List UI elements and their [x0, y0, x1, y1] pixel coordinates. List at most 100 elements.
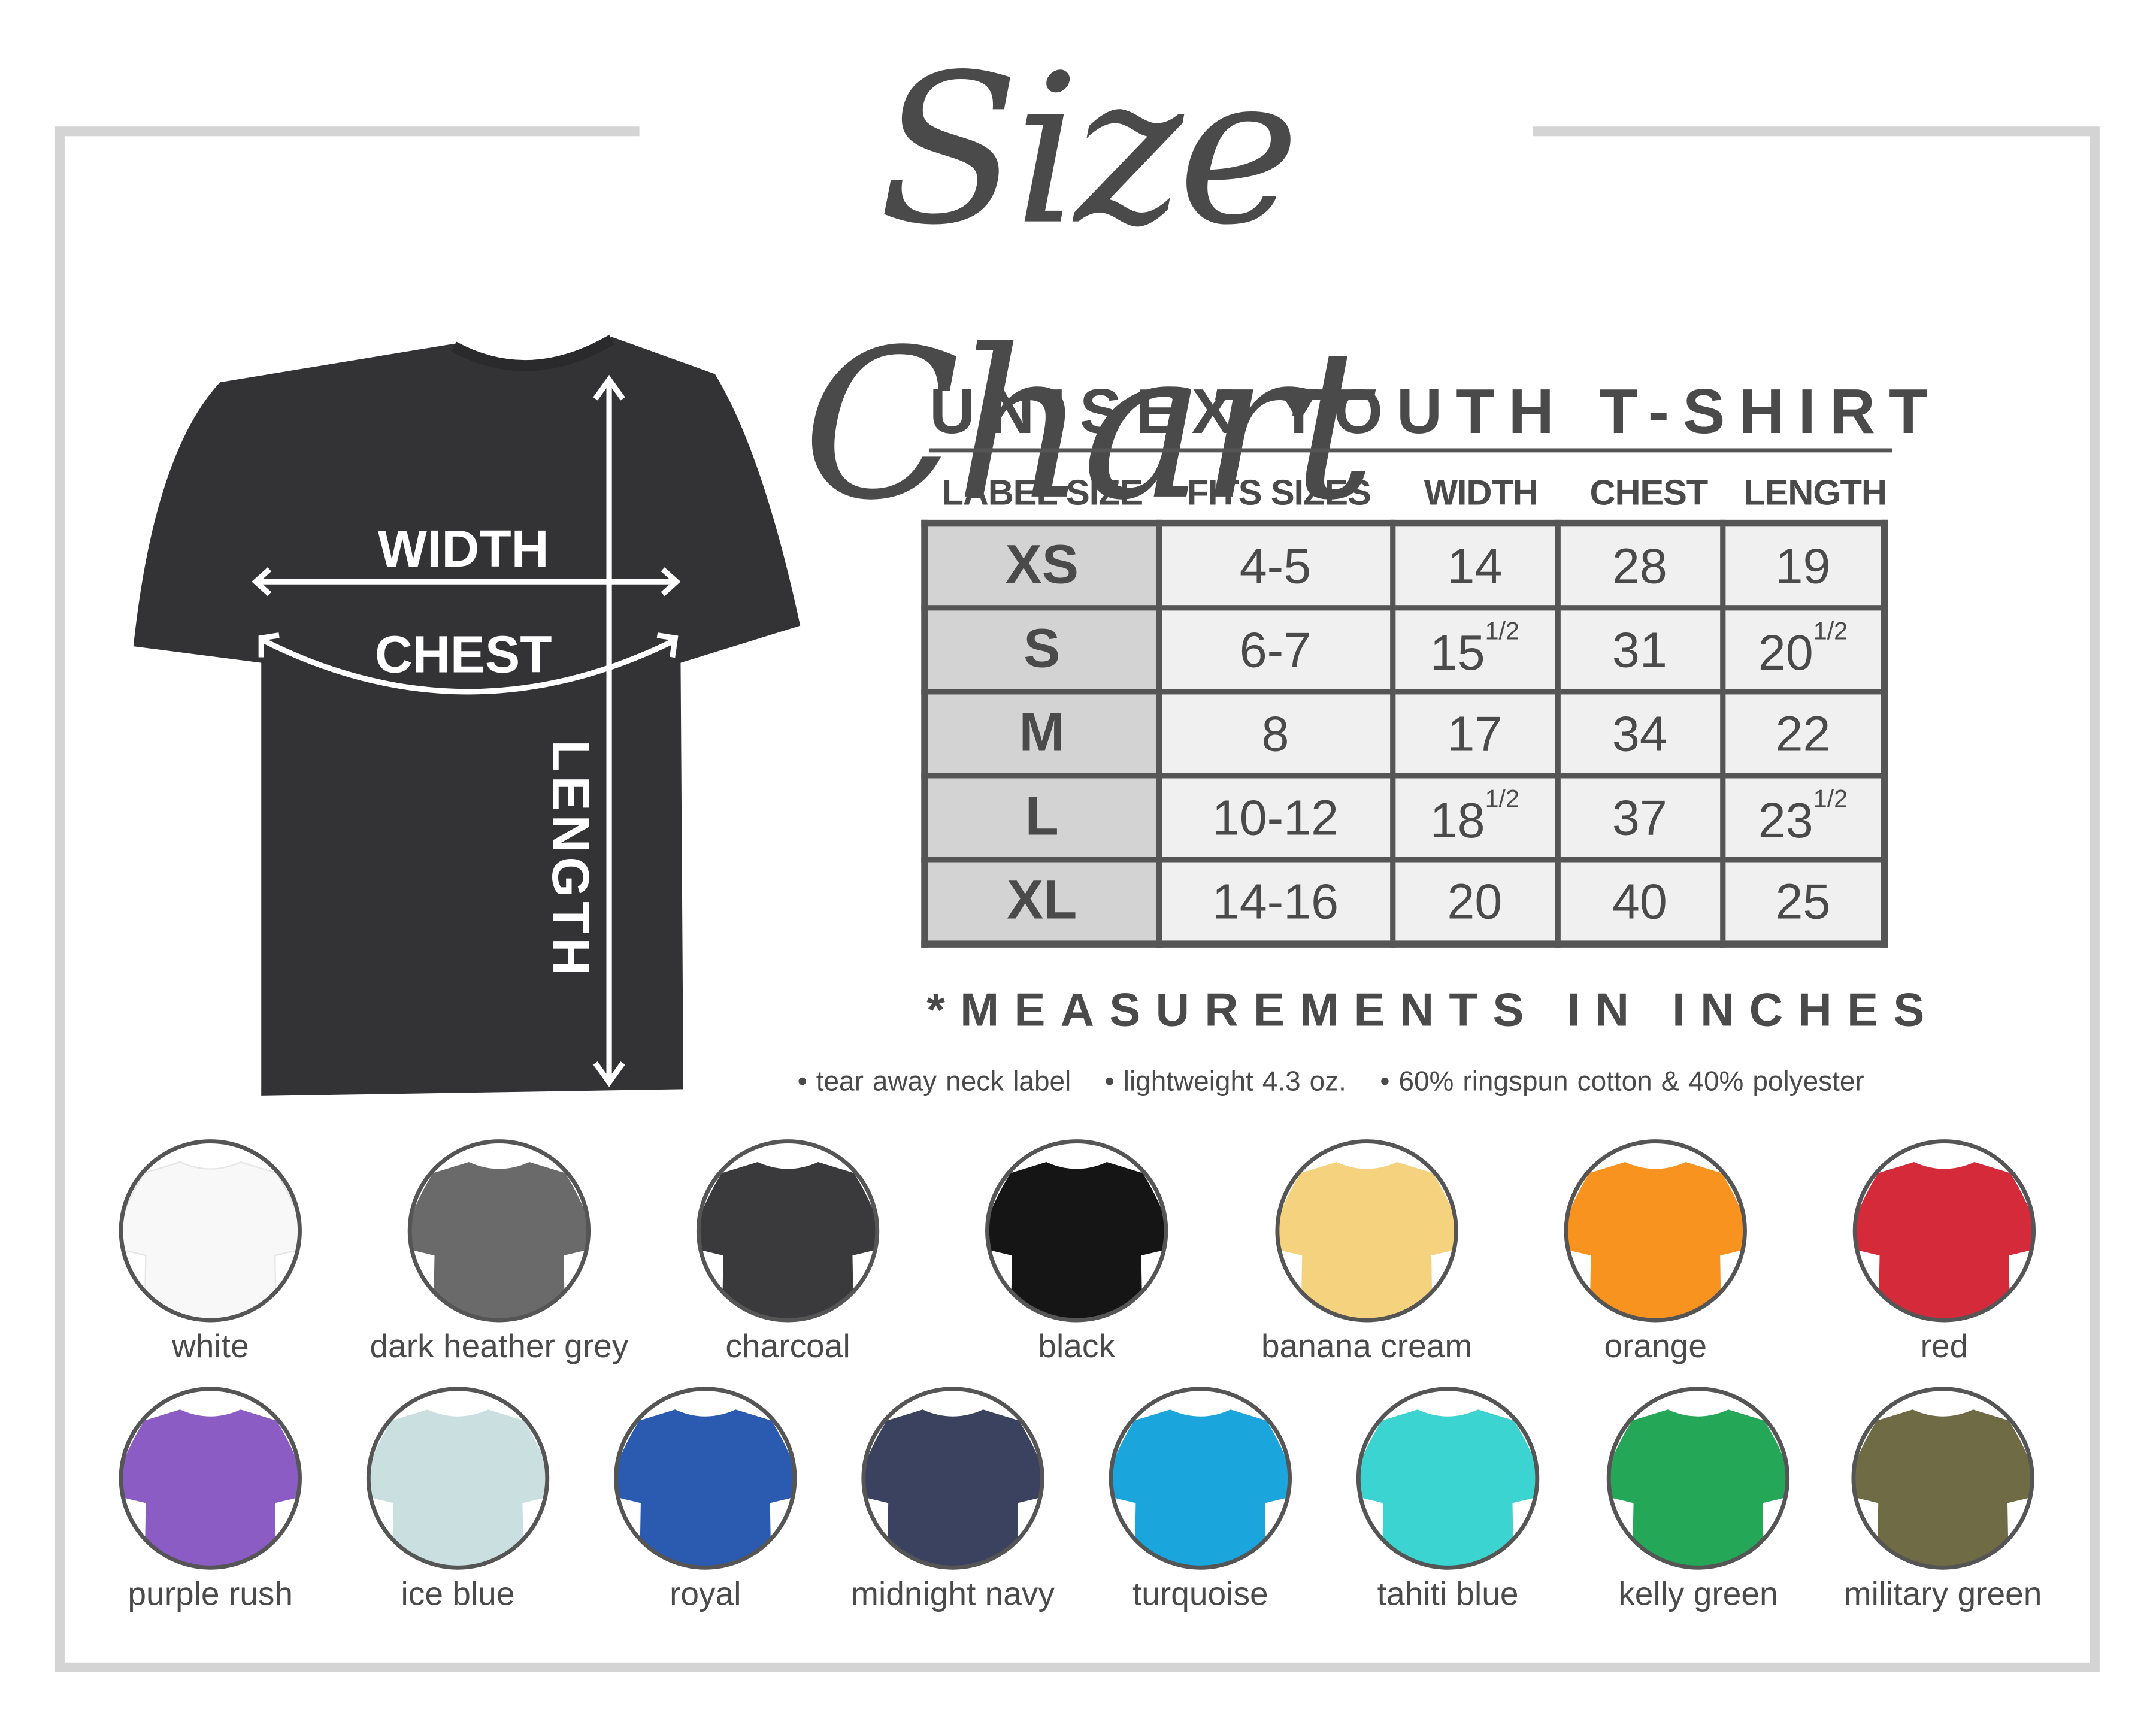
length-cell-value: 20 — [1758, 624, 1813, 681]
color-label: black — [1038, 1328, 1116, 1366]
length-cell-value: 25 — [1775, 872, 1831, 929]
color-label: ice blue — [401, 1576, 515, 1614]
color-label: charcoal — [725, 1328, 850, 1366]
chest-cell: 40 — [1554, 857, 1725, 947]
length-cell: 231/2 — [1719, 773, 1888, 862]
color-swatch-tahiti-blue[interactable] — [1352, 1382, 1544, 1574]
color-swatch-red[interactable] — [1848, 1134, 2040, 1327]
fits-sizes-cell-value: 14-16 — [1212, 872, 1339, 929]
width-cell: 181/2 — [1389, 773, 1560, 862]
column-header-fits-sizes: FITS SIZES — [1186, 471, 1371, 513]
label-size-cell-value: S — [1024, 619, 1061, 680]
color-swatch-turquoise[interactable] — [1104, 1382, 1297, 1574]
label-size-cell: L — [922, 773, 1161, 862]
fits-sizes-cell-value: 10-12 — [1212, 788, 1339, 845]
label-size-cell-value: M — [1019, 703, 1065, 764]
label-size-cell-value: XL — [1007, 870, 1077, 931]
fits-sizes-cell: 6-7 — [1155, 605, 1395, 695]
length-cell: 25 — [1719, 857, 1888, 947]
chest-label: CHEST — [375, 626, 552, 684]
page-title: Size Chart — [802, 31, 1376, 546]
color-swatch-white[interactable] — [114, 1134, 307, 1327]
chest-cell-value: 28 — [1612, 537, 1667, 594]
color-label: white — [171, 1328, 249, 1366]
color-label: red — [1920, 1328, 1969, 1366]
frame-border — [54, 126, 2100, 1672]
fits-sizes-cell-value: 8 — [1261, 704, 1289, 761]
column-header-label-size: LABEL SIZE — [941, 471, 1143, 513]
feature-item: • tear away neck label — [797, 1067, 1071, 1098]
size-table: XS 4-5 14 28 19 S 6-7 151/2 31 201/2 M 8 17 34 22 L 10-1… — [921, 519, 1888, 948]
label-size-cell: M — [922, 689, 1161, 779]
color-swatch-black[interactable] — [980, 1134, 1173, 1327]
color-label: banana cream — [1261, 1328, 1473, 1366]
chest-cell: 34 — [1554, 689, 1725, 779]
color-label: tahiti blue — [1377, 1576, 1519, 1614]
fraction: 1/2 — [1485, 785, 1520, 813]
length-label: LENGTH — [541, 740, 599, 979]
width-cell-value: 15 — [1430, 624, 1485, 681]
shirt-illustration — [133, 337, 801, 1096]
table-row: S 6-7 151/2 31 201/2 — [922, 605, 1888, 695]
table-heading: UNISEX YOUTH T-SHIRT — [929, 374, 1928, 453]
label-size-cell-value: XS — [1005, 535, 1079, 596]
color-swatch-ice-blue[interactable] — [362, 1382, 554, 1574]
length-cell-value: 23 — [1758, 792, 1813, 849]
chest-cell-value: 31 — [1612, 621, 1667, 677]
width-cell: 20 — [1389, 857, 1560, 947]
width-cell-value: 18 — [1430, 792, 1485, 849]
length-cell: 201/2 — [1719, 605, 1888, 695]
column-header-width: WIDTH — [1424, 471, 1539, 513]
color-label: dark heather grey — [370, 1328, 629, 1366]
table-row: XS 4-5 14 28 19 — [922, 520, 1888, 611]
color-swatch-military-green[interactable] — [1846, 1382, 2039, 1574]
chest-cell: 37 — [1554, 773, 1725, 862]
chest-cell-value: 37 — [1612, 788, 1667, 845]
chest-cell-value: 40 — [1612, 872, 1667, 929]
feature-item: • lightweight 4.3 oz. — [1104, 1067, 1346, 1098]
table-row: M 8 17 34 22 — [922, 689, 1888, 779]
fits-sizes-cell: 4-5 — [1155, 520, 1395, 611]
width-cell: 17 — [1389, 689, 1560, 779]
fits-sizes-cell: 10-12 — [1155, 773, 1395, 862]
color-label: purple rush — [128, 1576, 293, 1614]
color-label: kelly green — [1618, 1576, 1778, 1614]
fits-sizes-cell: 14-16 — [1155, 857, 1395, 947]
column-header-chest: CHEST — [1589, 471, 1708, 513]
width-cell-value: 17 — [1447, 704, 1503, 761]
width-cell: 14 — [1389, 520, 1560, 611]
length-cell-value: 19 — [1775, 537, 1831, 594]
chest-arrow — [262, 638, 676, 695]
color-swatch-royal[interactable] — [609, 1382, 801, 1574]
shirt-diagram: WIDTH CHEST LENGTH — [133, 335, 801, 1096]
color-swatch-charcoal[interactable] — [692, 1134, 884, 1327]
feature-item: • 60% ringspun cotton & 40% polyester — [1380, 1067, 1864, 1098]
fraction: 1/2 — [1813, 617, 1848, 645]
color-swatch-kelly-green[interactable] — [1602, 1382, 1794, 1574]
fits-sizes-cell-value: 4-5 — [1239, 537, 1312, 594]
length-cell-value: 22 — [1775, 704, 1831, 761]
fraction: 1/2 — [1485, 617, 1520, 645]
label-size-cell: S — [922, 605, 1161, 695]
length-cell: 19 — [1719, 520, 1888, 611]
label-size-cell-value: L — [1025, 786, 1059, 848]
fraction: 1/2 — [1813, 785, 1848, 813]
width-cell: 151/2 — [1389, 605, 1560, 695]
color-swatch-purple-rush[interactable] — [114, 1382, 307, 1574]
table-row: L 10-12 181/2 37 231/2 — [922, 773, 1888, 862]
measurement-arrows — [252, 374, 681, 1087]
label-size-cell: XL — [922, 857, 1161, 947]
measurement-note: *MEASUREMENTS IN INCHES — [926, 984, 1940, 1037]
width-label: WIDTH — [378, 520, 549, 578]
color-swatch-orange[interactable] — [1560, 1134, 1752, 1327]
label-size-cell: XS — [922, 520, 1161, 611]
color-label: orange — [1604, 1328, 1707, 1366]
length-cell: 22 — [1719, 689, 1888, 779]
feature-list: • tear away neck label • lightweight 4.3… — [798, 1067, 1889, 1099]
frame-gap — [639, 121, 1533, 143]
fits-sizes-cell: 8 — [1155, 689, 1395, 779]
color-swatch-dark-heather-grey[interactable] — [403, 1134, 595, 1327]
color-swatch-banana-cream[interactable] — [1270, 1134, 1462, 1327]
color-swatch-midnight-navy[interactable] — [856, 1382, 1049, 1574]
shirt-collar — [451, 335, 615, 371]
